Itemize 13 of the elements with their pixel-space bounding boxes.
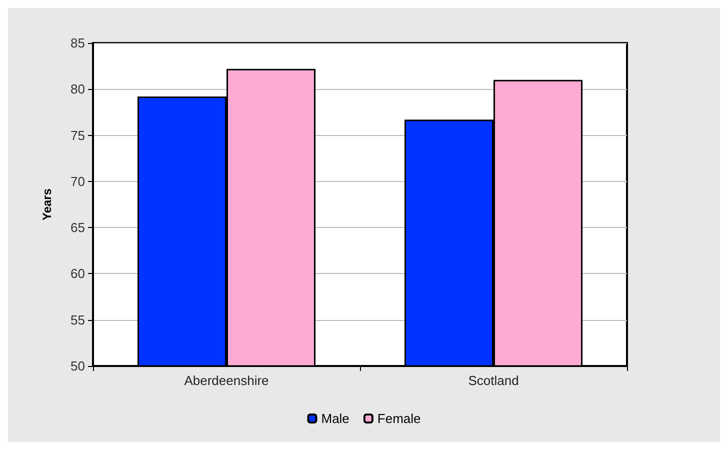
y-tick-label: 60 (70, 266, 85, 282)
y-axis-title: Years (40, 188, 54, 221)
legend-label: Female (377, 411, 421, 426)
y-tick-label: 50 (70, 358, 85, 374)
y-tick-label: 85 (70, 36, 85, 50)
y-tick-label: 80 (70, 82, 85, 97)
legend-label: Male (321, 411, 350, 426)
y-tick-label: 70 (70, 174, 85, 189)
y-tick-label: 65 (70, 220, 85, 236)
y-tick-label: 75 (70, 128, 85, 143)
x-tick-label: Aberdeenshire (184, 373, 269, 388)
y-tick-label: 55 (70, 312, 85, 328)
x-tick-label: Scotland (468, 373, 519, 388)
